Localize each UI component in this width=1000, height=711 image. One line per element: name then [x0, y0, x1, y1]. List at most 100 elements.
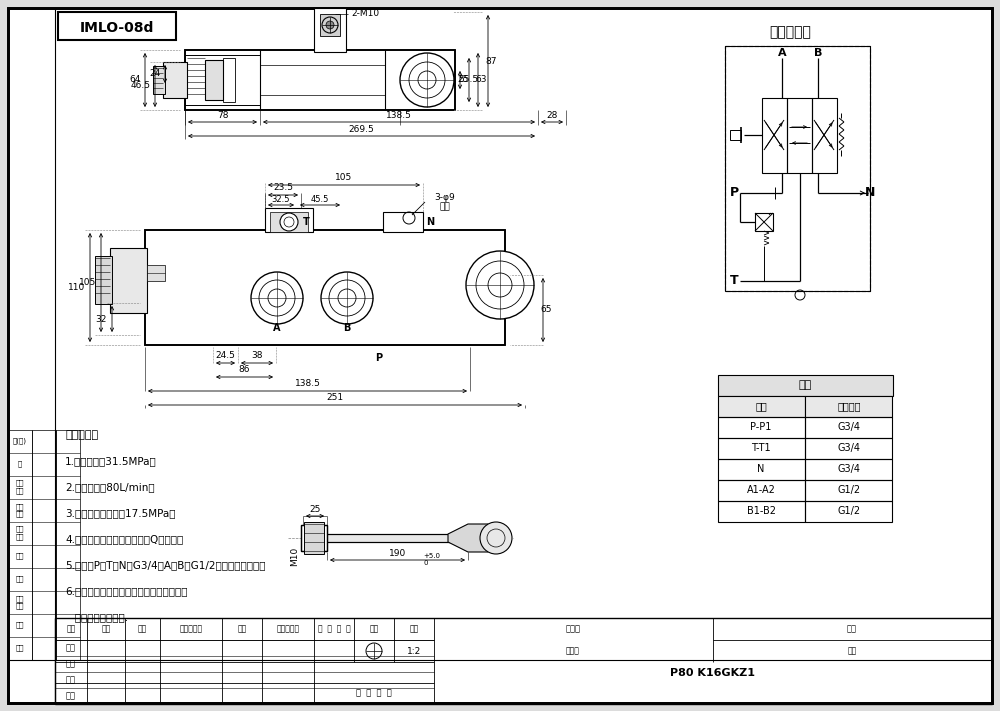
Text: 日期: 日期 — [16, 576, 24, 582]
Bar — [223, 58, 235, 102]
Bar — [718, 396, 805, 417]
Text: B: B — [343, 323, 351, 333]
Bar — [320, 14, 340, 36]
Bar — [56, 430, 80, 660]
Bar — [303, 534, 468, 542]
Text: 55.5: 55.5 — [458, 75, 478, 85]
Text: 45.5: 45.5 — [311, 195, 329, 203]
Text: N: N — [865, 186, 875, 200]
Text: 86: 86 — [239, 365, 250, 375]
Text: 6.阀体表面磷化处理，安全阀及螺堵镀锌，: 6.阀体表面磷化处理，安全阀及螺堵镀锌， — [65, 586, 188, 596]
Bar — [145, 230, 505, 345]
Bar — [805, 459, 892, 480]
Text: 直属
品号: 直属 品号 — [16, 526, 24, 540]
Text: 标记: 标记 — [66, 624, 76, 634]
Bar — [8, 430, 32, 660]
Text: 190: 190 — [389, 548, 406, 557]
Text: 支架后盖为铝本色.: 支架后盖为铝本色. — [65, 612, 128, 622]
Circle shape — [251, 272, 303, 324]
Text: N: N — [426, 217, 434, 227]
Text: T-T1: T-T1 — [751, 443, 771, 453]
Bar — [205, 60, 223, 100]
Circle shape — [326, 21, 334, 29]
Bar — [314, 8, 346, 52]
Text: A1-A2: A1-A2 — [747, 485, 775, 495]
Text: 阶  段  标  记: 阶 段 标 记 — [318, 624, 350, 634]
Text: 38: 38 — [251, 351, 263, 360]
Circle shape — [400, 53, 454, 107]
Text: P: P — [375, 353, 383, 363]
Text: G3/4: G3/4 — [838, 422, 860, 432]
Text: 件(组): 件(组) — [13, 438, 27, 444]
Text: 图样
标记: 图样 标记 — [16, 503, 24, 517]
Bar — [805, 501, 892, 522]
Text: G3/4: G3/4 — [838, 464, 860, 474]
Bar — [58, 12, 176, 40]
Text: 64: 64 — [130, 75, 141, 85]
Text: 更改文件号: 更改文件号 — [179, 624, 203, 634]
Text: A: A — [778, 48, 786, 58]
Text: 269.5: 269.5 — [349, 124, 374, 134]
Circle shape — [466, 251, 534, 319]
Bar — [383, 212, 423, 232]
Text: G1/2: G1/2 — [837, 506, 861, 516]
Text: 3.溢流阀调定压力：17.5MPa；: 3.溢流阀调定压力：17.5MPa； — [65, 508, 176, 518]
Circle shape — [321, 272, 373, 324]
Text: A: A — [273, 323, 281, 333]
Text: 110: 110 — [68, 283, 85, 292]
Bar — [805, 480, 892, 501]
Circle shape — [480, 522, 512, 554]
Text: P-P1: P-P1 — [750, 422, 772, 432]
Text: 数: 数 — [18, 461, 22, 467]
Bar — [725, 46, 870, 291]
Text: 标准化: 标准化 — [566, 624, 580, 634]
Bar — [265, 208, 313, 232]
Text: 日期: 日期 — [16, 645, 24, 651]
Bar — [718, 417, 805, 438]
Text: 1.公称压力：31.5MPa；: 1.公称压力：31.5MPa； — [65, 456, 157, 466]
Text: T: T — [730, 274, 739, 287]
Bar — [755, 213, 773, 231]
Text: 螺纹规格: 螺纹规格 — [837, 401, 861, 411]
Bar — [718, 480, 805, 501]
Bar — [718, 501, 805, 522]
Text: 25: 25 — [458, 75, 469, 85]
Text: 3-φ9: 3-φ9 — [435, 193, 455, 203]
Bar — [32, 430, 56, 660]
Text: 46.5: 46.5 — [131, 82, 151, 90]
Bar — [805, 396, 892, 417]
Circle shape — [280, 213, 298, 231]
Bar — [55, 618, 992, 704]
Text: G1/2: G1/2 — [837, 485, 861, 495]
Bar — [718, 459, 805, 480]
Text: 阀体: 阀体 — [798, 380, 812, 390]
Bar — [787, 98, 812, 173]
Text: 24: 24 — [150, 70, 161, 78]
Bar — [304, 522, 324, 554]
Text: 28: 28 — [546, 110, 558, 119]
Bar — [301, 525, 327, 551]
Text: 0: 0 — [423, 560, 428, 566]
Text: 2-M10: 2-M10 — [351, 9, 379, 18]
Text: B: B — [814, 48, 822, 58]
Text: 1:2: 1:2 — [407, 646, 421, 656]
Text: 78: 78 — [217, 110, 228, 119]
Bar — [145, 230, 505, 345]
Text: 138.5: 138.5 — [386, 110, 412, 119]
Text: 138.5: 138.5 — [295, 380, 320, 388]
Text: 4.控制方式：手动控制，前推Q型阀杆；: 4.控制方式：手动控制，前推Q型阀杆； — [65, 534, 183, 544]
Text: M10: M10 — [290, 547, 300, 566]
Text: 工艺: 工艺 — [66, 692, 76, 700]
Text: B1-B2: B1-B2 — [746, 506, 776, 516]
Text: G3/4: G3/4 — [838, 443, 860, 453]
Bar — [147, 265, 165, 281]
Text: 105: 105 — [79, 278, 96, 287]
Text: 重量: 重量 — [369, 624, 379, 634]
Text: 25: 25 — [309, 505, 321, 513]
Text: N: N — [757, 464, 765, 474]
Bar — [185, 50, 455, 110]
Text: 签字: 签字 — [16, 552, 24, 560]
Bar — [185, 55, 260, 105]
Text: 批准: 批准 — [16, 621, 24, 629]
Text: 更改
记录: 更改 记录 — [16, 595, 24, 609]
